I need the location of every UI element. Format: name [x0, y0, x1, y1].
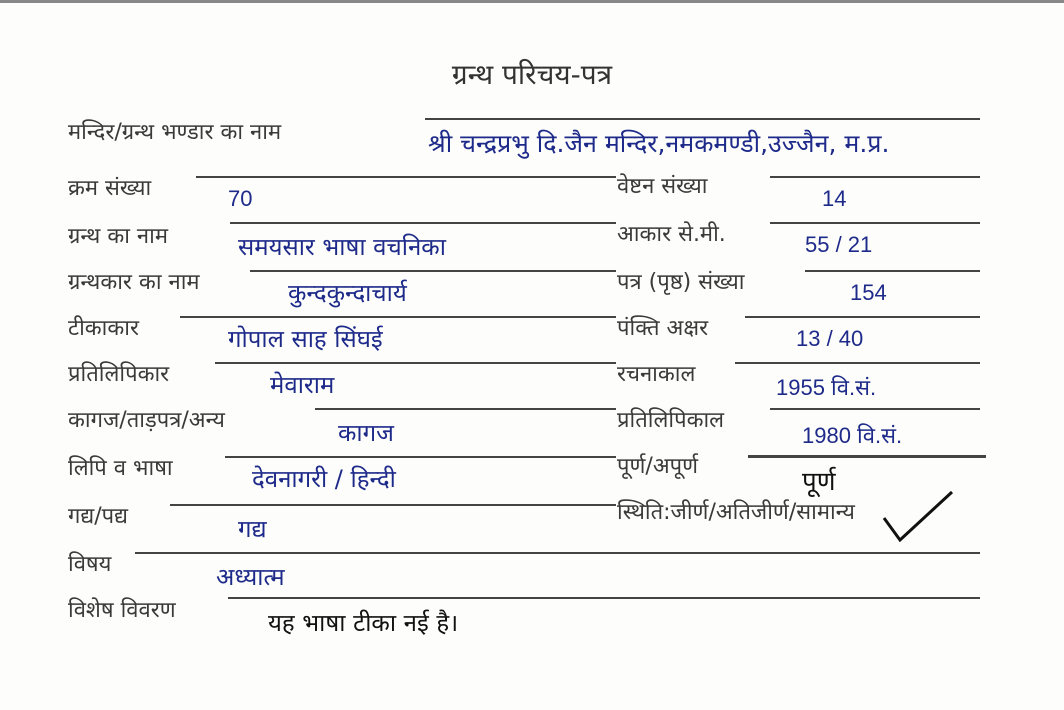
pratilipikal-line — [770, 408, 980, 410]
patra-line — [805, 270, 980, 272]
kagaj-label: कागज/ताड़पत्र/अन्य — [68, 408, 225, 433]
pankti-line — [745, 316, 980, 318]
pratilipikal-label: प्रतिलिपिकाल — [617, 408, 725, 433]
pratilipikar-value: मेवाराम — [270, 371, 335, 399]
vivaran-line — [228, 597, 980, 599]
purna-line — [748, 455, 986, 458]
kagaj-line — [315, 408, 616, 410]
vishay-label: विषय — [68, 552, 112, 577]
vivaran-label: विशेष विवरण — [68, 598, 176, 623]
lipi-label: लिपि व भाषा — [68, 456, 173, 481]
granth-value: समयसार भाषा वचनिका — [238, 233, 446, 261]
tikakar-label: टीकाकार — [68, 316, 139, 341]
vivaran-value: यह भाषा टीका नई है। — [268, 609, 459, 637]
bhandar-value: श्री चन्द्रप्रभु दि.जैन मन्दिर,नमकमण्डी,… — [428, 129, 890, 158]
granthkar-value: कुन्दकुन्दाचार्य — [288, 279, 407, 307]
bhandar-line — [425, 118, 980, 120]
aakar-label: आकार से.मी. — [617, 222, 726, 247]
checkmark-icon — [882, 490, 954, 543]
bhandar-label: मन्दिर/ग्रन्थ भण्डार का नाम — [68, 120, 282, 145]
purna-value: पूर्ण — [802, 467, 836, 497]
granthkar-line — [250, 270, 616, 272]
rachnakal-value: 1955 वि.सं. — [776, 375, 877, 400]
kram-value: 70 — [228, 186, 253, 211]
tikakar-line — [180, 316, 616, 318]
tikakar-value: गोपाल साह सिंघई — [228, 325, 383, 353]
vishay-line — [135, 552, 980, 554]
gadya-line — [170, 504, 616, 506]
gadya-value: गद्य — [238, 515, 267, 543]
pratilipikar-label: प्रतिलिपिकार — [68, 362, 170, 387]
rachnakal-label: रचनाकाल — [617, 362, 696, 387]
card-top-edge — [0, 0, 1064, 3]
kram-label: क्रम संख्या — [68, 176, 152, 201]
sthiti-label: स्थिति:जीर्ण/अतिजीर्ण/सामान्य — [617, 500, 855, 525]
lipi-line — [225, 456, 616, 458]
pratilipikar-line — [215, 362, 616, 364]
lipi-value: देवनागरी / हिन्दी — [252, 465, 396, 493]
kagaj-value: कागज — [338, 419, 394, 447]
veshtan-value: 14 — [822, 186, 847, 211]
patra-label: पत्र (पृष्ठ) संख्या — [617, 270, 745, 295]
pratilipikal-value: 1980 वि.सं. — [802, 423, 903, 448]
patra-value: 154 — [850, 280, 887, 305]
purna-label: पूर्ण/अपूर्ण — [617, 454, 699, 479]
pankti-label: पंक्ति अक्षर — [617, 316, 709, 341]
granth-label: ग्रन्थ का नाम — [68, 224, 168, 249]
card-title: ग्रन्थ परिचय-पत्र — [451, 58, 613, 91]
aakar-value: 55 / 21 — [805, 232, 873, 257]
aakar-line — [770, 222, 980, 224]
granthkar-label: ग्रन्थकार का नाम — [68, 270, 200, 295]
veshtan-line — [770, 176, 980, 178]
kram-line — [196, 176, 616, 178]
granth-line — [230, 222, 616, 224]
gadya-label: गद्य/पद्य — [68, 504, 129, 529]
veshtan-label: वेष्टन संख्या — [617, 174, 708, 199]
vishay-value: अध्यात्म — [216, 563, 285, 591]
pankti-value: 13 / 40 — [796, 326, 864, 351]
rachnakal-line — [735, 362, 980, 364]
